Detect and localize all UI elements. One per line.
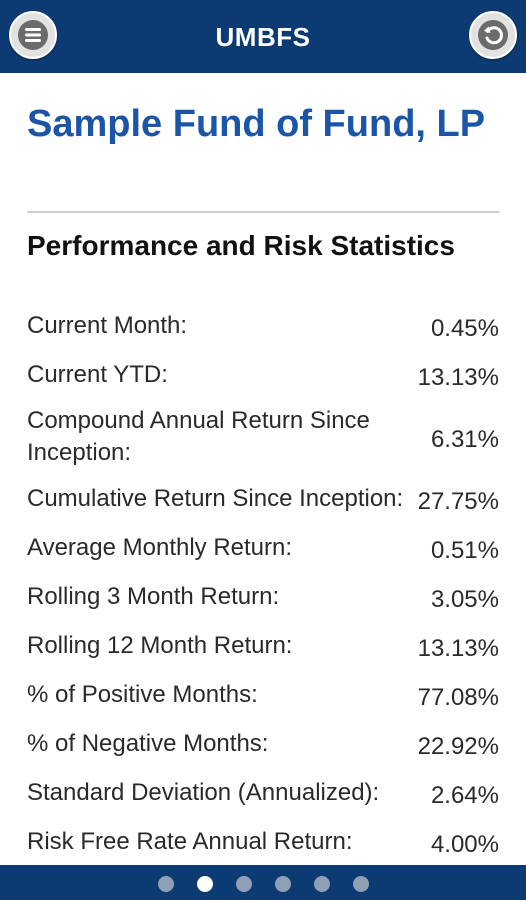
stat-row-cumulative-return: Cumulative Return Since Inception: 27.75… bbox=[27, 480, 499, 518]
stat-value: 4.00% bbox=[430, 831, 499, 858]
stat-label: Compound Annual Return Since Inception: bbox=[27, 407, 370, 466]
stat-value: 27.75% bbox=[417, 488, 499, 515]
stat-label: Standard Deviation (Annualized): bbox=[27, 779, 380, 806]
stat-label: Rolling 3 Month Return: bbox=[27, 583, 280, 610]
stat-value: 13.13% bbox=[417, 635, 499, 662]
page-dot[interactable] bbox=[352, 876, 369, 892]
page-dot[interactable] bbox=[313, 876, 330, 892]
stat-row-standard-deviation: Standard Deviation (Annualized): 2.64% bbox=[27, 774, 499, 812]
stat-value: 2.64% bbox=[430, 782, 499, 809]
stat-label: Current YTD: bbox=[27, 361, 168, 388]
stats-list: Current Month: 0.45% Current YTD: 13.13%… bbox=[27, 307, 499, 865]
menu-icon bbox=[18, 20, 48, 50]
menu-button[interactable] bbox=[9, 11, 57, 59]
page-indicator bbox=[0, 876, 526, 892]
divider bbox=[27, 211, 499, 213]
content-area[interactable]: Sample Fund of Fund, LP Performance and … bbox=[0, 73, 526, 865]
stat-row-average-monthly-return: Average Monthly Return: 0.51% bbox=[27, 529, 499, 567]
stat-label: Rolling 12 Month Return: bbox=[27, 632, 293, 659]
top-bar: UMBFS bbox=[0, 0, 526, 73]
stat-label: Current Month: bbox=[27, 312, 188, 339]
stat-row-compound-annual-return: Compound Annual Return Since Inception: … bbox=[27, 405, 499, 469]
stat-label: Cumulative Return Since Inception: bbox=[27, 485, 404, 512]
stat-row-current-month: Current Month: 0.45% bbox=[27, 307, 499, 345]
stat-row-rolling-12-month: Rolling 12 Month Return: 13.13% bbox=[27, 627, 499, 665]
page-dot[interactable] bbox=[157, 876, 174, 892]
stat-label: % of Negative Months: bbox=[27, 730, 269, 757]
stat-row-current-ytd: Current YTD: 13.13% bbox=[27, 356, 499, 394]
stat-row-negative-months: % of Negative Months: 22.92% bbox=[27, 725, 499, 763]
stat-value: 0.51% bbox=[430, 537, 499, 564]
stat-value: 13.13% bbox=[417, 364, 499, 391]
stat-row-rolling-3-month: Rolling 3 Month Return: 3.05% bbox=[27, 578, 499, 616]
app-title: UMBFS bbox=[215, 22, 311, 52]
back-arrow-icon bbox=[478, 20, 508, 50]
page-dot[interactable] bbox=[274, 876, 291, 892]
back-button[interactable] bbox=[469, 11, 517, 59]
stat-value: 0.45% bbox=[430, 315, 499, 342]
stat-value: 6.31% bbox=[430, 426, 499, 453]
page-dot[interactable] bbox=[235, 876, 252, 892]
stat-label: Average Monthly Return: bbox=[27, 534, 293, 561]
stat-label: Risk Free Rate Annual Return: bbox=[27, 828, 353, 855]
bottom-bar bbox=[0, 865, 526, 900]
stat-row-risk-free-rate: Risk Free Rate Annual Return: 4.00% bbox=[27, 823, 499, 861]
stat-value: 77.08% bbox=[417, 684, 499, 711]
fund-name: Sample Fund of Fund, LP bbox=[27, 103, 486, 145]
stat-value: 22.92% bbox=[417, 733, 499, 760]
stat-label: % of Positive Months: bbox=[27, 681, 258, 708]
page-dot-active[interactable] bbox=[196, 876, 213, 892]
stat-value: 3.05% bbox=[430, 586, 499, 613]
stat-row-positive-months: % of Positive Months: 77.08% bbox=[27, 676, 499, 714]
section-title: Performance and Risk Statistics bbox=[27, 230, 455, 261]
